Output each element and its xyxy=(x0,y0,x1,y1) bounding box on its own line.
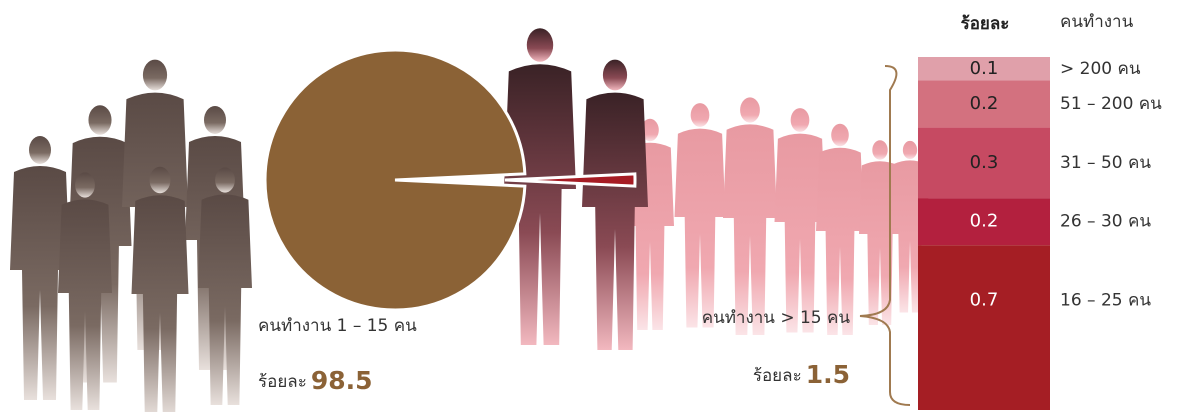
category-label: คนทำงาน 1 – 15 คน xyxy=(258,316,417,336)
infographic: ร้อยละ คนทำงาน คนทำงาน 1 – 15 คนร้อยละ98… xyxy=(0,0,1186,412)
category-header: คนทำงาน xyxy=(1060,12,1134,32)
value-prefix: ร้อยละ xyxy=(753,366,802,386)
segment-category: 26 – 30 คน xyxy=(1060,212,1151,232)
silhouette xyxy=(675,103,726,327)
category-label: คนทำงาน > 15 คน xyxy=(702,308,851,328)
value-header: ร้อยละ xyxy=(961,14,1010,34)
body xyxy=(775,134,826,333)
head xyxy=(215,167,235,192)
segment-value: 0.7 xyxy=(970,289,999,310)
head xyxy=(204,106,226,134)
silhouette xyxy=(816,124,864,335)
head xyxy=(527,28,553,62)
head xyxy=(872,140,887,160)
segment-value: 0.2 xyxy=(970,93,999,114)
head xyxy=(75,172,95,197)
silhouette xyxy=(132,167,189,412)
segment-value: 0.3 xyxy=(970,152,999,173)
head xyxy=(88,105,111,134)
bar-segment xyxy=(918,245,1050,410)
head xyxy=(740,97,760,122)
pie-slice xyxy=(265,50,525,310)
segment-value: 0.2 xyxy=(970,211,999,232)
body xyxy=(675,129,726,328)
head xyxy=(903,141,917,159)
head xyxy=(831,124,849,146)
segment-category: 51 – 200 คน xyxy=(1060,94,1162,114)
head xyxy=(691,103,710,127)
head xyxy=(603,60,627,91)
head xyxy=(29,136,51,164)
body xyxy=(816,148,864,335)
silhouette xyxy=(723,97,777,335)
segment-category: > 200 คน xyxy=(1060,59,1141,79)
value: 98.5 xyxy=(311,366,373,395)
head xyxy=(791,108,810,132)
segment-value: 0.1 xyxy=(970,58,999,79)
segment-category: 31 – 50 คน xyxy=(1060,153,1151,173)
value-prefix: ร้อยละ xyxy=(258,372,307,392)
body xyxy=(723,124,777,335)
segment-category: 16 – 25 คน xyxy=(1060,290,1151,310)
head xyxy=(143,60,167,91)
head xyxy=(150,167,171,194)
value: 1.5 xyxy=(806,360,850,389)
